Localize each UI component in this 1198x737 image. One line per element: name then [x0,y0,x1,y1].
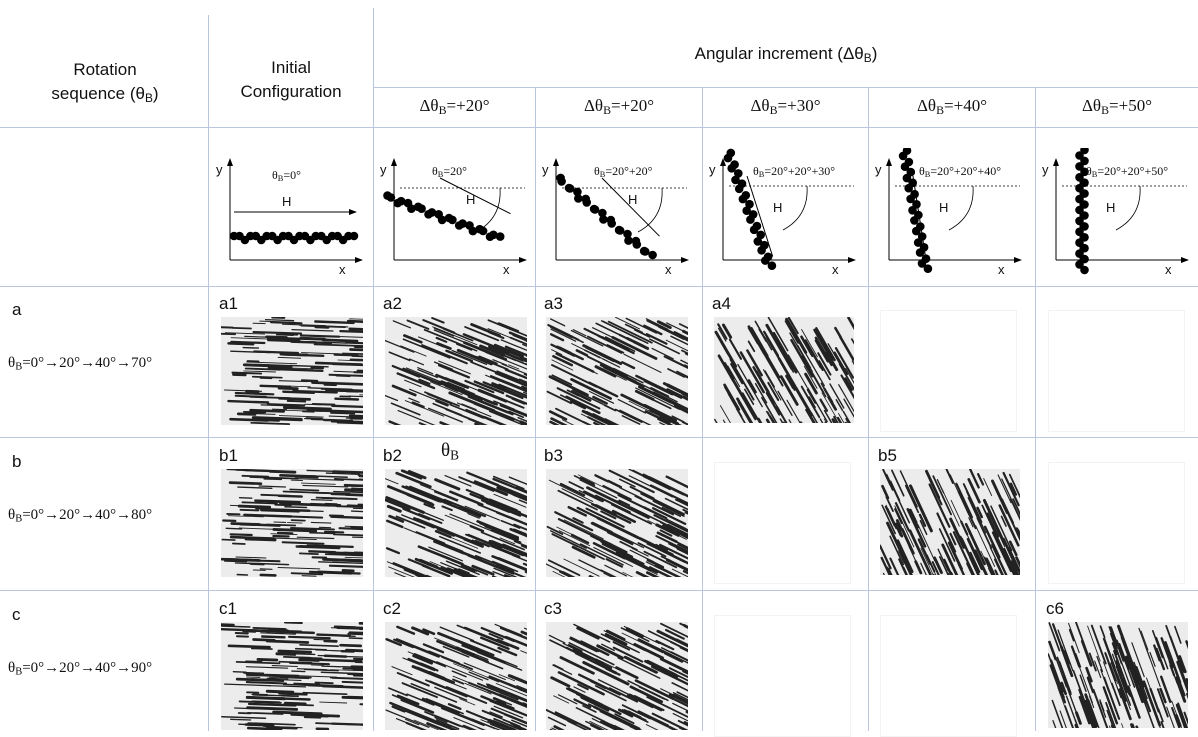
field-label: H [773,200,782,215]
grid-vline [868,88,869,731]
micrograph-image [221,622,363,730]
axis-label-y: y [875,162,882,177]
increment-header: ΔθB=+20° [374,96,535,118]
axis-label-x: x [1165,262,1172,277]
axis-label-y: y [1042,162,1049,177]
theta-label: θB=20°+20°+30° [753,164,835,179]
micrograph-image [714,317,854,423]
increment-header: ΔθB=+40° [869,96,1035,118]
micrograph-image [546,622,688,730]
axis-label-x: x [998,262,1005,277]
micrograph-image [385,469,527,577]
increment-header: ΔθB=+50° [1036,96,1198,118]
row-label: a [12,300,21,320]
micrograph-image [221,469,363,577]
micrograph-image [880,469,1020,575]
axis-label-y: y [216,162,223,177]
panel-label: c1 [219,599,237,619]
header-initial-line1: Initial [210,56,372,80]
field-label: H [1106,200,1115,215]
increment-header: ΔθB=+30° [703,96,868,118]
axis-label-x: x [832,262,839,277]
panel-label: c3 [544,599,562,619]
row-label: c [12,605,21,625]
theta-label: θB=20°+20° [594,164,652,179]
micrograph-image [1048,622,1188,728]
grid-vline [1035,88,1036,731]
panel-label: c2 [383,599,401,619]
field-label: H [282,194,291,209]
field-label: H [628,192,637,207]
row-label: b [12,452,21,472]
empty-panel [714,462,851,584]
header-angular-increment: Angular increment (ΔθB) [374,44,1198,65]
axis-label-y: y [380,162,387,177]
panel-label: a2 [383,294,402,314]
grid-hline [0,590,1198,591]
panel-label: b3 [544,446,563,466]
micrograph-image [546,469,688,577]
theta-b-annotation: θB [441,440,459,463]
panel-label: a4 [712,294,731,314]
rotation-sequence: θB=0°→20°→40°→70° [8,355,152,373]
increment-header: ΔθB=+20° [536,96,702,118]
empty-panel [880,310,1017,432]
theta-label: θB=0° [272,168,301,183]
axis-label-y: y [542,162,549,177]
header-initial-configuration: Initial Configuration [210,56,372,104]
panel-label: a1 [219,294,238,314]
theta-label: θB=20° [432,164,467,179]
panel-label: b2 [383,446,402,466]
empty-panel [714,615,851,737]
header-rotation-sequence: Rotation sequence (θB) [10,58,200,110]
field-label: H [939,200,948,215]
panel-label: b1 [219,446,238,466]
field-label: H [466,192,475,207]
micrograph-image [221,317,363,425]
panel-label: c6 [1046,599,1064,619]
axis-label-x: x [339,262,346,277]
empty-panel [1048,462,1185,584]
grid-hline [0,286,1198,287]
empty-panel [1048,310,1185,432]
micrograph-image [385,317,527,425]
grid-hline [0,127,1198,128]
header-rotation-line1: Rotation [10,58,200,82]
panel-label: b5 [878,446,897,466]
axis-label-x: x [665,262,672,277]
theta-label: θB=20°+20°+50° [1086,164,1168,179]
axis-label-y: y [709,162,716,177]
axis-label-x: x [503,262,510,277]
rotation-sequence: θB=0°→20°→40°→80° [8,507,152,525]
grid-hline [373,87,1198,88]
micrograph-image [546,317,688,425]
rotation-sequence: θB=0°→20°→40°→90° [8,660,152,678]
header-rotation-line2: sequence (θB) [10,82,200,110]
theta-label: θB=20°+20°+40° [919,164,1001,179]
grid-vline [208,15,209,731]
grid-hline [0,437,1198,438]
panel-label: a3 [544,294,563,314]
micrograph-image [385,622,527,730]
grid-vline [535,88,536,731]
grid-vline [702,88,703,731]
header-initial-line2: Configuration [210,80,372,104]
empty-panel [880,615,1017,737]
